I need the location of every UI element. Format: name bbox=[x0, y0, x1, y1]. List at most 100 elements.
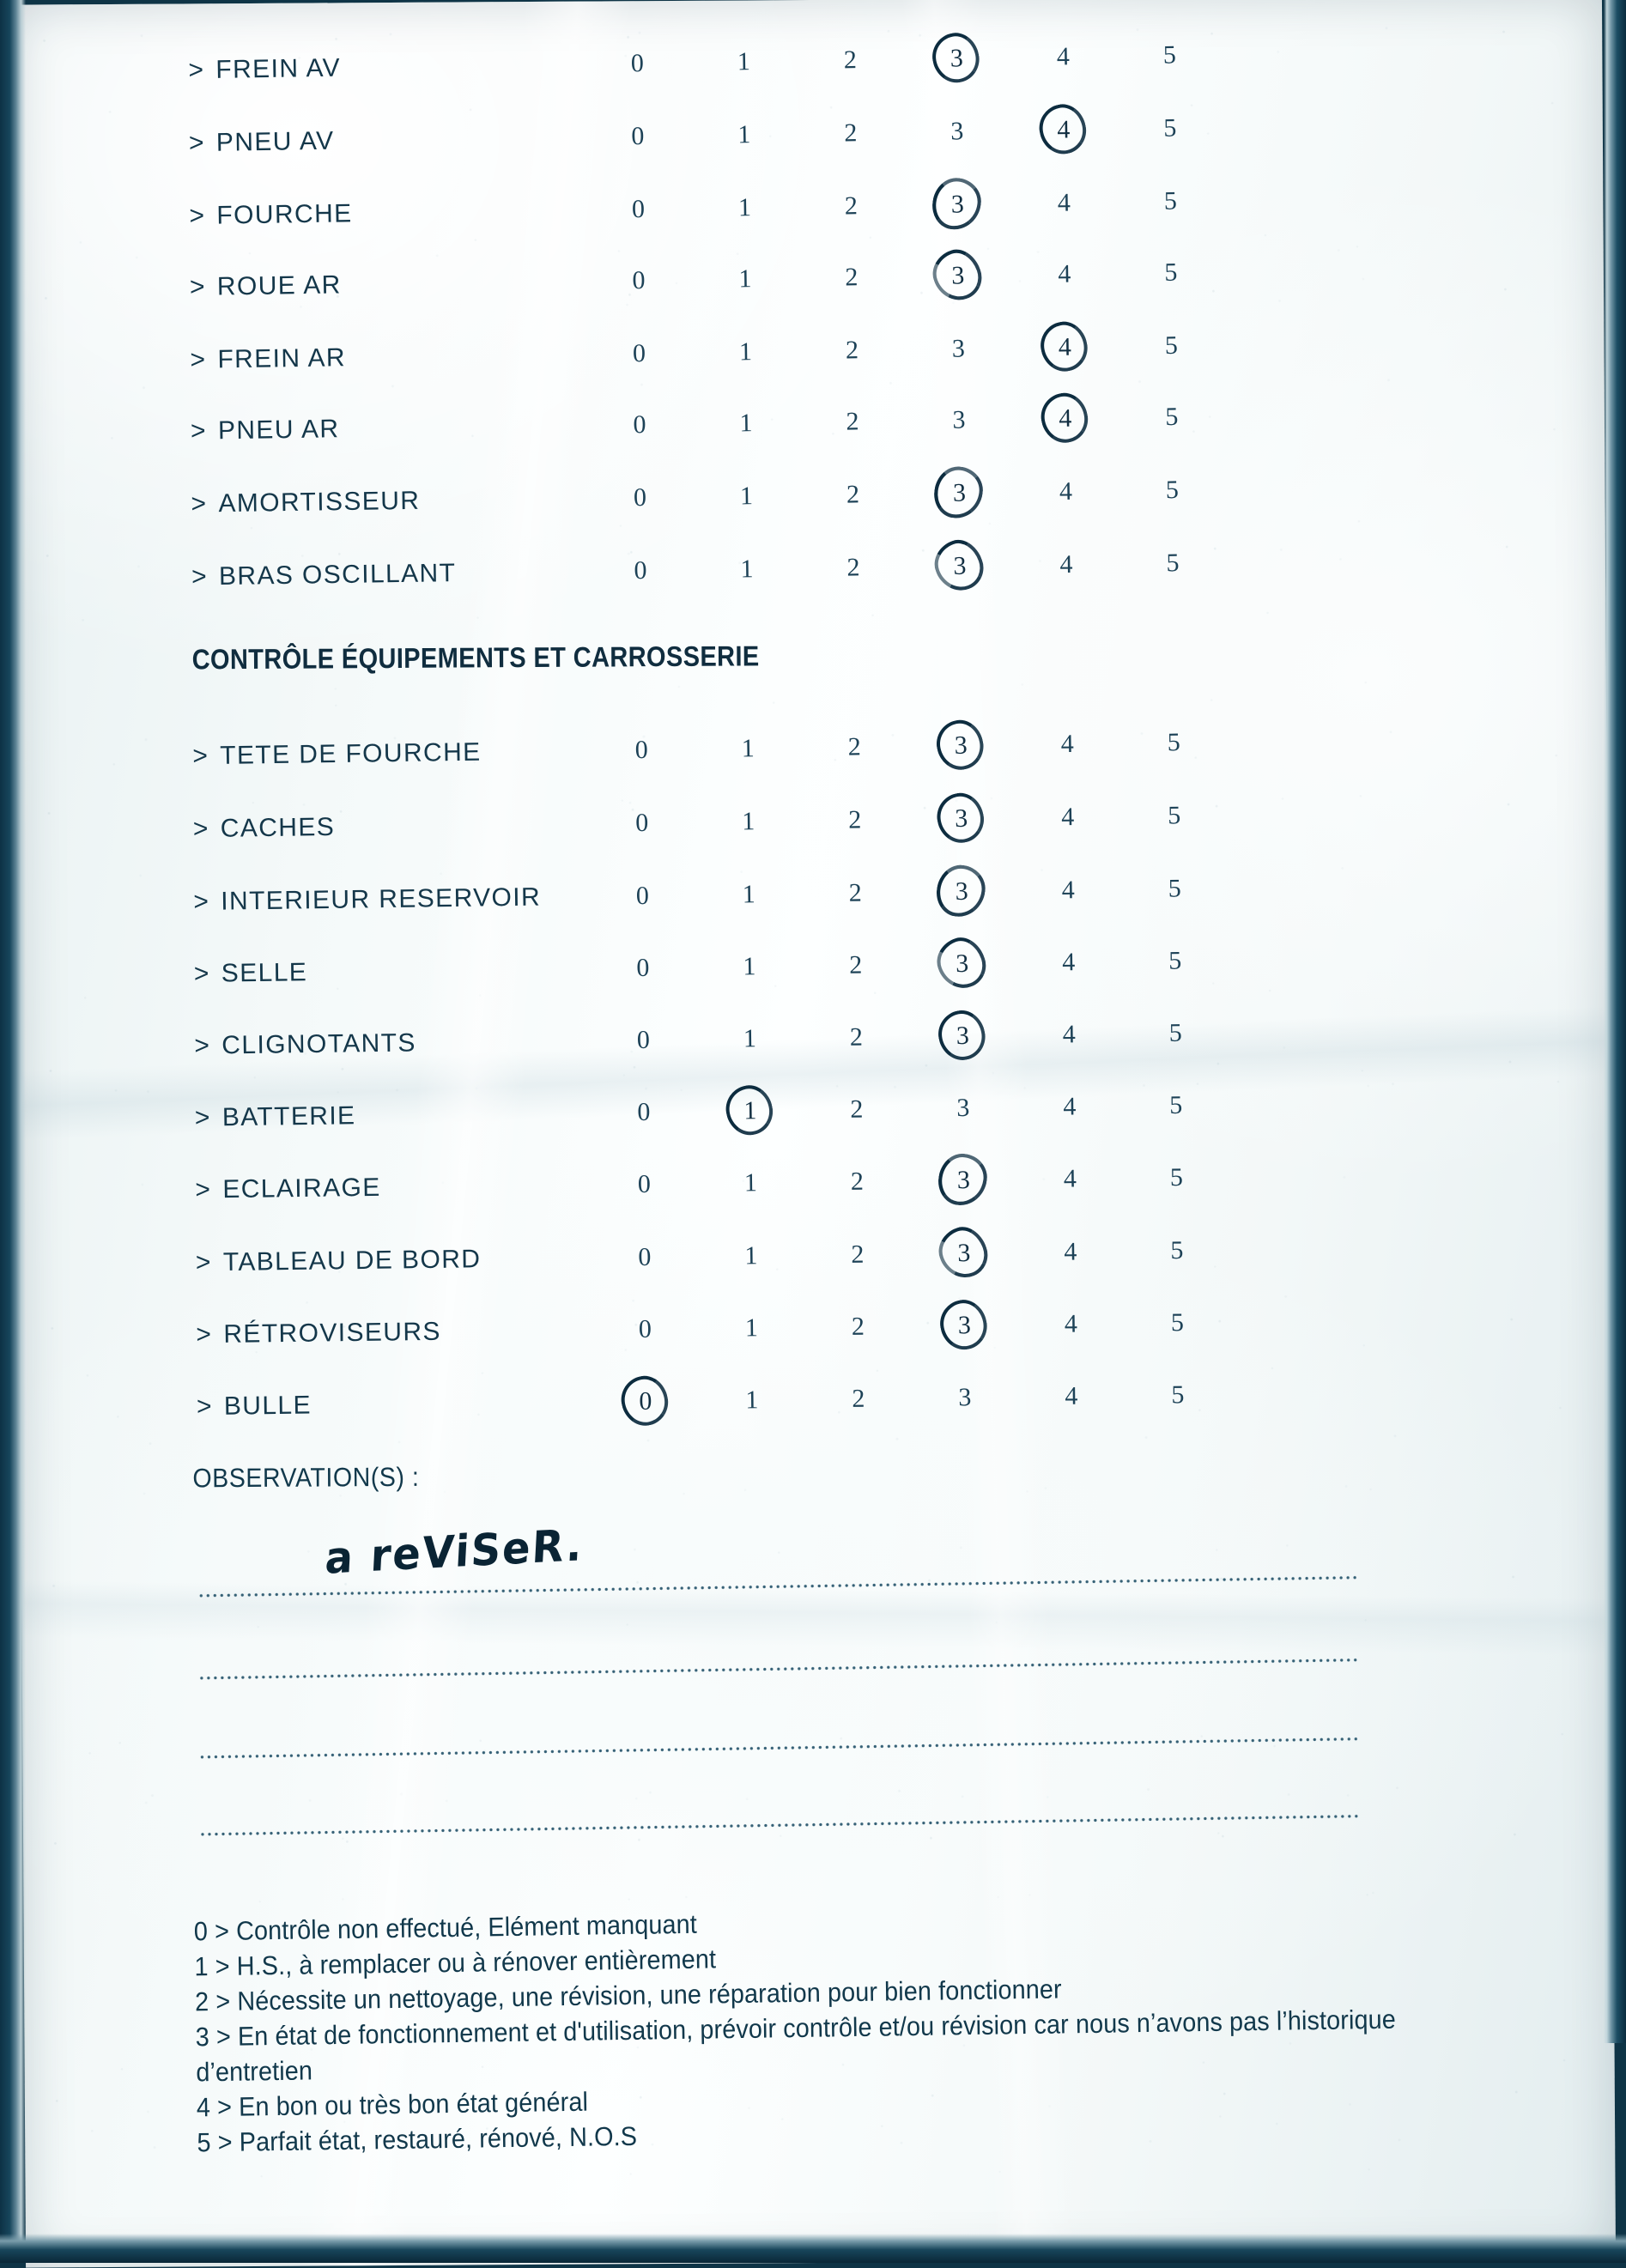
rating-option[interactable]: 5 bbox=[1150, 797, 1198, 835]
rating-option[interactable]: 5 bbox=[1146, 109, 1195, 148]
rating-option[interactable]: 5 bbox=[1150, 942, 1199, 980]
rating-option[interactable]: 1 bbox=[727, 1237, 776, 1276]
rating-option-selected[interactable]: 3 bbox=[932, 39, 981, 78]
rating-option[interactable]: 3 bbox=[934, 330, 983, 368]
rating-option-selected[interactable]: 3 bbox=[937, 799, 986, 838]
rating-option[interactable]: 0 bbox=[615, 335, 664, 373]
rating-option[interactable]: 3 bbox=[939, 1089, 988, 1128]
rating-option-selected[interactable]: 3 bbox=[939, 1161, 988, 1200]
rating-option[interactable]: 0 bbox=[614, 191, 663, 229]
rating-option[interactable]: 0 bbox=[618, 877, 667, 916]
rating-option[interactable]: 4 bbox=[1045, 943, 1094, 982]
rating-option[interactable]: 1 bbox=[724, 730, 773, 768]
rating-option[interactable]: 3 bbox=[933, 112, 982, 151]
rating-option[interactable]: 2 bbox=[830, 728, 879, 767]
rating-option-selected[interactable]: 4 bbox=[1041, 399, 1090, 438]
rating-option[interactable]: 1 bbox=[723, 550, 772, 589]
rating-option[interactable]: 1 bbox=[724, 803, 773, 841]
rating-option[interactable]: 5 bbox=[1150, 870, 1199, 908]
rating-option[interactable]: 2 bbox=[834, 1307, 883, 1346]
rating-option-selected[interactable]: 3 bbox=[938, 945, 987, 984]
rating-option[interactable]: 5 bbox=[1154, 1376, 1203, 1415]
rating-option[interactable]: 1 bbox=[721, 260, 770, 299]
rating-option[interactable]: 3 bbox=[941, 1379, 990, 1417]
rating-option[interactable]: 4 bbox=[1046, 1088, 1095, 1126]
rating-option[interactable]: 1 bbox=[725, 1020, 774, 1058]
rating-option[interactable]: 4 bbox=[1041, 255, 1089, 294]
rating-option[interactable]: 5 bbox=[1146, 182, 1195, 221]
rating-option[interactable]: 2 bbox=[828, 476, 877, 514]
rating-option[interactable]: 2 bbox=[830, 801, 879, 840]
rating-option[interactable]: 2 bbox=[828, 331, 877, 370]
rating-option[interactable]: 5 bbox=[1148, 398, 1197, 437]
rating-option[interactable]: 5 bbox=[1149, 544, 1198, 583]
rating-option-selected[interactable]: 0 bbox=[622, 1382, 670, 1421]
rating-option[interactable]: 1 bbox=[722, 477, 771, 516]
rating-option[interactable]: 4 bbox=[1047, 1377, 1096, 1416]
rating-option[interactable]: 0 bbox=[621, 1239, 670, 1277]
rating-option[interactable]: 1 bbox=[728, 1381, 777, 1420]
rating-option[interactable]: 2 bbox=[832, 1018, 881, 1057]
rating-option[interactable]: 0 bbox=[620, 1166, 669, 1204]
rating-option[interactable]: 5 bbox=[1147, 253, 1196, 292]
rating-option[interactable]: 1 bbox=[727, 1309, 776, 1348]
rating-option[interactable]: 0 bbox=[616, 552, 665, 591]
rating-option[interactable]: 1 bbox=[725, 876, 774, 914]
rating-option-selected[interactable]: 3 bbox=[936, 547, 985, 585]
rating-option[interactable]: 5 bbox=[1152, 1086, 1201, 1125]
rating-option[interactable]: 2 bbox=[832, 946, 881, 985]
rating-option[interactable]: 1 bbox=[725, 948, 774, 986]
rating-option[interactable]: 0 bbox=[621, 1310, 670, 1349]
observations-blank-line[interactable] bbox=[198, 1814, 1358, 1837]
rating-option[interactable]: 0 bbox=[619, 1022, 668, 1060]
rating-option[interactable]: 4 bbox=[1046, 1160, 1095, 1198]
rating-option-selected[interactable]: 4 bbox=[1041, 328, 1089, 367]
rating-option-selected[interactable]: 3 bbox=[938, 1017, 987, 1056]
rating-option[interactable]: 2 bbox=[827, 114, 876, 153]
rating-option-selected[interactable]: 1 bbox=[726, 1092, 775, 1131]
rating-option-selected[interactable]: 3 bbox=[934, 257, 983, 295]
rating-option[interactable]: 0 bbox=[614, 118, 663, 156]
rating-option[interactable]: 1 bbox=[719, 43, 768, 82]
rating-option[interactable]: 2 bbox=[829, 549, 878, 587]
rating-option[interactable]: 0 bbox=[615, 262, 664, 300]
rating-option[interactable]: 4 bbox=[1041, 473, 1090, 512]
rating-option-selected[interactable]: 3 bbox=[937, 873, 986, 912]
rating-option-selected[interactable]: 3 bbox=[933, 185, 982, 224]
rating-option[interactable]: 5 bbox=[1147, 326, 1196, 365]
rating-option[interactable]: 4 bbox=[1044, 871, 1093, 910]
rating-option[interactable]: 1 bbox=[722, 404, 771, 443]
rating-option[interactable]: 5 bbox=[1148, 471, 1197, 510]
rating-option[interactable]: 1 bbox=[726, 1164, 775, 1203]
rating-option[interactable]: 2 bbox=[827, 187, 876, 226]
rating-option[interactable]: 5 bbox=[1153, 1232, 1202, 1270]
rating-option[interactable]: 0 bbox=[613, 45, 662, 83]
rating-option[interactable]: 4 bbox=[1045, 1016, 1094, 1054]
rating-option[interactable]: 4 bbox=[1039, 38, 1088, 76]
rating-option[interactable]: 2 bbox=[828, 258, 877, 297]
rating-option[interactable]: 2 bbox=[833, 1162, 882, 1201]
rating-option[interactable]: 5 bbox=[1145, 36, 1194, 75]
rating-option-selected[interactable]: 4 bbox=[1040, 111, 1089, 149]
rating-option[interactable]: 1 bbox=[720, 116, 769, 155]
observations-blank-line[interactable] bbox=[198, 1737, 1358, 1760]
rating-option[interactable]: 2 bbox=[834, 1235, 883, 1274]
rating-option[interactable]: 2 bbox=[833, 1090, 882, 1129]
rating-option[interactable]: 0 bbox=[619, 949, 668, 988]
rating-option[interactable]: 4 bbox=[1047, 1233, 1095, 1271]
rating-option-selected[interactable]: 3 bbox=[935, 474, 984, 512]
rating-option[interactable]: 1 bbox=[720, 189, 769, 227]
rating-option[interactable]: 2 bbox=[834, 1380, 883, 1418]
rating-option[interactable]: 3 bbox=[935, 401, 984, 440]
rating-option[interactable]: 2 bbox=[826, 41, 875, 80]
rating-option[interactable]: 0 bbox=[616, 406, 664, 445]
rating-option[interactable]: 4 bbox=[1043, 798, 1092, 837]
rating-option[interactable]: 4 bbox=[1042, 546, 1091, 585]
rating-option[interactable]: 5 bbox=[1151, 1014, 1200, 1052]
rating-option-selected[interactable]: 3 bbox=[940, 1307, 989, 1345]
rating-option[interactable]: 0 bbox=[617, 731, 666, 770]
rating-option[interactable]: 4 bbox=[1040, 184, 1089, 222]
rating-option[interactable]: 5 bbox=[1153, 1304, 1202, 1343]
rating-option[interactable]: 1 bbox=[721, 333, 770, 372]
rating-option[interactable]: 0 bbox=[616, 479, 664, 518]
